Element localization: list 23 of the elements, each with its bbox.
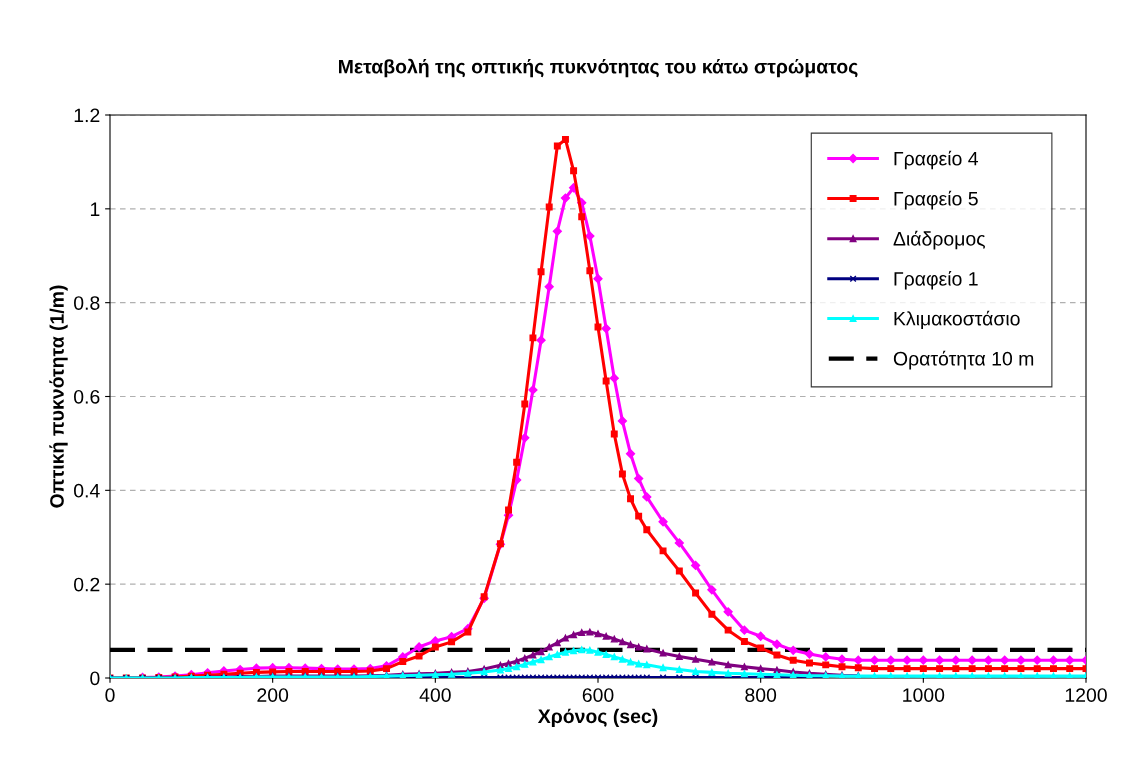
y-tick-label: 0 [90, 671, 100, 686]
y-tick-label: 1.2 [74, 108, 100, 123]
legend-label: Γραφείο 4 [894, 150, 979, 170]
x-tick-label: 400 [419, 688, 451, 702]
x-tick-label: 0 [105, 688, 115, 702]
legend-label: Γραφείο 1 [894, 270, 978, 290]
y-tick-label: 0.8 [74, 296, 100, 310]
x-tick-label: 800 [745, 688, 777, 702]
y-tick-label: 0.2 [74, 577, 100, 592]
y-tick-label: 0.4 [74, 483, 100, 498]
legend-label: Διάδρομος [893, 230, 985, 250]
y-tick-label: 1 [90, 202, 100, 216]
legend-label: Ορατότητα 10 m [893, 350, 1034, 370]
x-tick-label: 1200 [1065, 688, 1107, 702]
y-axis-title: Οπτική πυκνότητα (1/m) [49, 285, 68, 508]
x-tick-label: 600 [582, 688, 614, 702]
x-tick-label: 1000 [903, 688, 945, 702]
chart-title: Μεταβολή της οπτικής πυκνότητας του κάτω στρώματος [339, 58, 858, 78]
y-tick-label: 0.6 [74, 389, 100, 404]
x-axis-title: Χρόνος (sec) [537, 708, 658, 727]
legend-label: Κλιμακοστάσιο [894, 310, 1020, 330]
legend-label: Γραφείο 5 [894, 190, 978, 210]
x-tick-label: 200 [257, 688, 289, 702]
